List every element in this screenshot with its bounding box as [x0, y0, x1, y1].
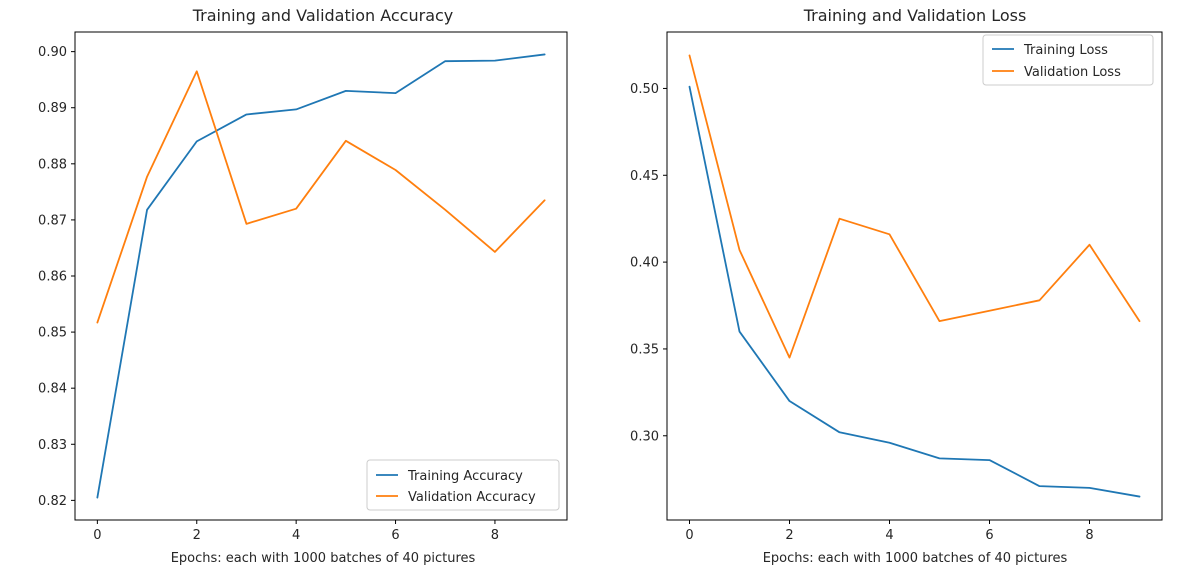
accuracy-x-tick-label: 8	[491, 528, 499, 543]
accuracy-series	[96, 53, 546, 499]
accuracy-y-tick-label: 0.83	[38, 438, 67, 453]
loss-x-ticks: 0 2 4 6 8	[685, 520, 1094, 543]
loss-y-tick-label: 0.40	[630, 256, 659, 271]
loss-y-tick-label: 0.45	[630, 169, 659, 184]
series-line-validation-accuracy	[96, 70, 546, 324]
accuracy-x-tick-label: 4	[292, 528, 300, 543]
accuracy-y-tick-label: 0.89	[38, 101, 67, 116]
loss-y-ticks: 0.30 0.35 0.40 0.45 0.50	[630, 82, 667, 444]
loss-y-tick-label: 0.35	[630, 342, 659, 357]
loss-chart: Training and Validation Loss 0.30 0.35 0.4…	[630, 6, 1163, 566]
legend-label-training-accuracy: Training Accuracy	[407, 469, 523, 484]
loss-y-tick-label: 0.50	[630, 82, 659, 97]
loss-x-tick-label: 8	[1085, 528, 1093, 543]
series-line-training-accuracy	[96, 53, 546, 499]
loss-x-tick-label: 4	[885, 528, 893, 543]
loss-x-tick-label: 2	[785, 528, 793, 543]
accuracy-x-tick-label: 6	[391, 528, 399, 543]
accuracy-y-tick-label: 0.90	[38, 45, 67, 60]
accuracy-y-tick-label: 0.87	[38, 213, 67, 228]
accuracy-x-tick-label: 0	[93, 528, 101, 543]
accuracy-y-tick-label: 0.84	[38, 382, 67, 397]
loss-legend-frame	[982, 34, 1154, 86]
accuracy-x-axis-label: Epochs: each with 1000 batches of 40 pic…	[171, 551, 476, 566]
legend-label-training-loss: Training Loss	[1023, 43, 1108, 58]
accuracy-legend-frame	[366, 459, 560, 511]
accuracy-y-ticks: 0.82 0.83 0.84 0.85 0.86 0.87 0.88 0.89 0.90	[38, 45, 75, 509]
accuracy-legend: Training Accuracy Validation Accuracy	[366, 459, 560, 511]
loss-legend: Training Loss Validation Loss	[982, 34, 1154, 86]
loss-y-tick-label: 0.30	[630, 429, 659, 444]
accuracy-plot-frame	[74, 31, 568, 521]
accuracy-x-ticks: 0 2 4 6 8	[93, 520, 499, 543]
accuracy-chart: Training and Validation Accuracy 0.820.8…	[38, 6, 568, 566]
legend-label-validation-accuracy: Validation Accuracy	[408, 490, 536, 505]
loss-x-tick-label: 6	[985, 528, 993, 543]
loss-x-axis-label: Epochs: each with 1000 batches of 40 pic…	[763, 551, 1068, 566]
loss-x-tick-label: 0	[685, 528, 693, 543]
series-line-validation-loss	[688, 54, 1141, 359]
accuracy-y-tick-label: 0.85	[38, 326, 67, 341]
legend-label-validation-loss: Validation Loss	[1024, 65, 1121, 80]
accuracy-y-tick-label: 0.82	[38, 494, 67, 509]
accuracy-x-tick-label: 2	[193, 528, 201, 543]
accuracy-chart-title: Training and Validation Accuracy	[192, 6, 454, 25]
accuracy-y-tick-label: 0.86	[38, 270, 67, 285]
loss-chart-title: Training and Validation Loss	[803, 6, 1027, 25]
accuracy-y-tick-label: 0.88	[38, 157, 67, 172]
loss-plot-frame	[666, 31, 1163, 521]
loss-series	[688, 54, 1141, 498]
series-line-training-loss	[688, 85, 1141, 498]
